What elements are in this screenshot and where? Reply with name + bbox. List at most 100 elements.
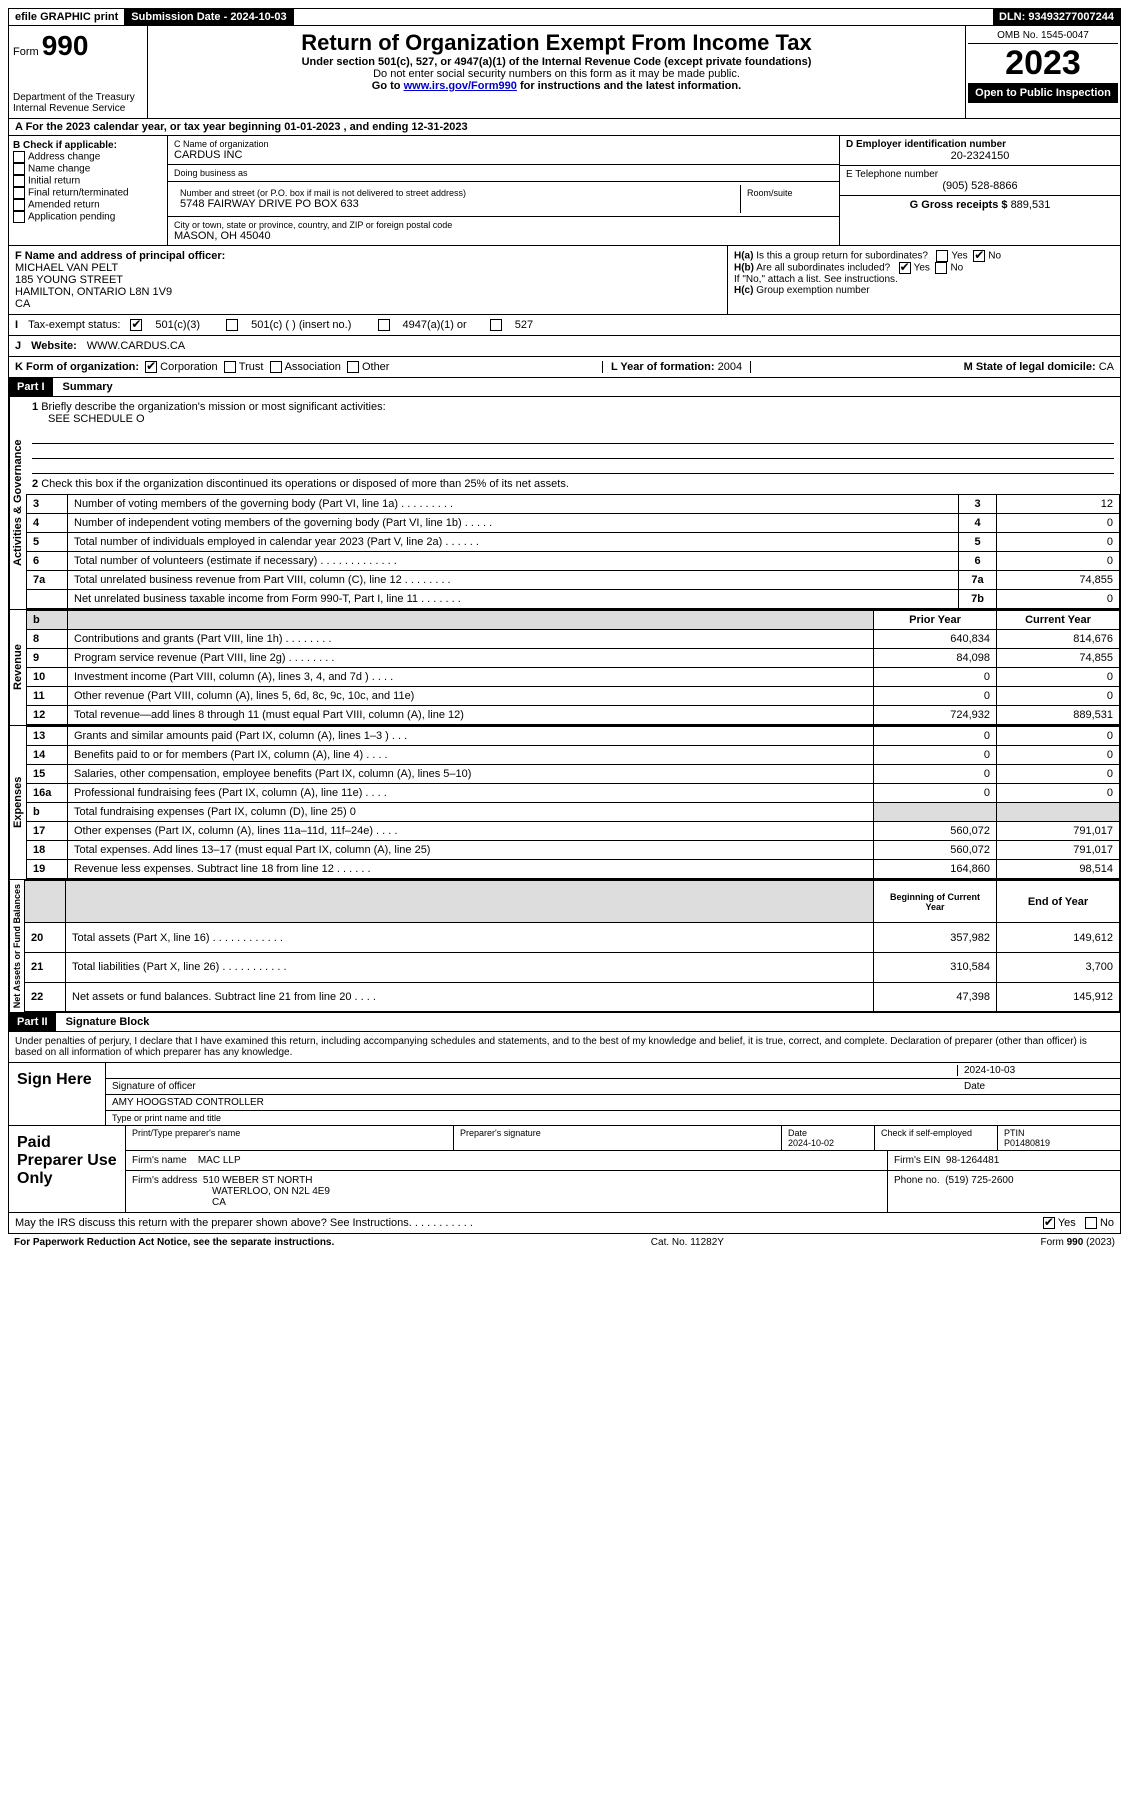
officer-name-title: AMY HOOGSTAD CONTROLLER bbox=[106, 1095, 1120, 1111]
part2-header: Part II bbox=[9, 1013, 56, 1031]
final-return-checkbox[interactable] bbox=[13, 187, 25, 199]
topbar: efile GRAPHIC print Submission Date - 20… bbox=[8, 8, 1121, 26]
501c-checkbox[interactable] bbox=[226, 319, 238, 331]
table-row: 11Other revenue (Part VIII, column (A), … bbox=[27, 687, 1120, 706]
revenue-table: bPrior YearCurrent Year8Contributions an… bbox=[26, 610, 1120, 725]
discuss-yes-checkbox[interactable] bbox=[1043, 1217, 1055, 1229]
officer-label: F Name and address of principal officer: bbox=[15, 250, 721, 262]
side-governance: Activities & Governance bbox=[9, 397, 26, 609]
tax-status-text: Tax-exempt status: bbox=[28, 319, 120, 331]
527-checkbox[interactable] bbox=[490, 319, 502, 331]
net-assets-table: Beginning of Current YearEnd of Year20To… bbox=[24, 880, 1120, 1012]
table-row: 20Total assets (Part X, line 16) . . . .… bbox=[25, 923, 1120, 953]
part2-title: Signature Block bbox=[56, 1016, 150, 1028]
footer: For Paperwork Reduction Act Notice, see … bbox=[8, 1234, 1121, 1251]
name-change-checkbox[interactable] bbox=[13, 163, 25, 175]
ha-label: H(a) bbox=[734, 251, 753, 262]
ptin-label: PTIN bbox=[1004, 1128, 1025, 1138]
phone-value: (905) 528-8866 bbox=[846, 180, 1114, 192]
table-row: 13Grants and similar amounts paid (Part … bbox=[27, 727, 1120, 746]
line1-label: 1 bbox=[32, 401, 38, 413]
table-row: 22Net assets or fund balances. Subtract … bbox=[25, 982, 1120, 1012]
tax-year: 2023 bbox=[968, 44, 1118, 83]
table-row: 6Total number of volunteers (estimate if… bbox=[27, 552, 1120, 571]
table-row: Net unrelated business taxable income fr… bbox=[27, 590, 1120, 609]
cat-no: Cat. No. 11282Y bbox=[651, 1237, 724, 1248]
side-net: Net Assets or Fund Balances bbox=[9, 880, 24, 1012]
table-row: 18Total expenses. Add lines 13–17 (must … bbox=[27, 841, 1120, 860]
501c3-checkbox[interactable] bbox=[130, 319, 142, 331]
ha-no-checkbox[interactable] bbox=[973, 250, 985, 262]
city: MASON, OH 45040 bbox=[174, 230, 833, 242]
prep-sig-label: Preparer's signature bbox=[454, 1126, 782, 1150]
trust-checkbox[interactable] bbox=[224, 361, 236, 373]
hb-note: If "No," attach a list. See instructions… bbox=[734, 274, 1114, 285]
penalties-text: Under penalties of perjury, I declare th… bbox=[8, 1032, 1121, 1063]
dept: Department of the Treasury bbox=[13, 92, 143, 103]
app-pending-checkbox[interactable] bbox=[13, 211, 25, 223]
firm-addr1: 510 WEBER ST NORTH bbox=[203, 1175, 313, 1186]
goto-link[interactable]: www.irs.gov/Form990 bbox=[404, 80, 517, 92]
k-label: K Form of organization: bbox=[15, 361, 139, 373]
sign-here-label: Sign Here bbox=[9, 1063, 106, 1125]
discuss-row: May the IRS discuss this return with the… bbox=[8, 1213, 1121, 1234]
ptin-value: P01480819 bbox=[1004, 1138, 1050, 1148]
korg-row: K Form of organization: Corporation Trus… bbox=[8, 357, 1121, 378]
other-checkbox[interactable] bbox=[347, 361, 359, 373]
firm-addr-label: Firm's address bbox=[132, 1175, 197, 1186]
website-value: WWW.CARDUS.CA bbox=[87, 340, 185, 352]
org-name-label: C Name of organization bbox=[174, 139, 833, 149]
hb-yes-checkbox[interactable] bbox=[899, 262, 911, 274]
i-label: I bbox=[15, 319, 18, 331]
gross-value: 889,531 bbox=[1011, 199, 1051, 211]
hb-no-checkbox[interactable] bbox=[935, 262, 947, 274]
efile-label: efile GRAPHIC print bbox=[9, 9, 125, 25]
firm-name: MAC LLP bbox=[198, 1155, 241, 1166]
officer-country: CA bbox=[15, 298, 721, 310]
paid-preparer-block: Paid Preparer Use Only Print/Type prepar… bbox=[8, 1126, 1121, 1213]
street-label: Number and street (or P.O. box if mail i… bbox=[180, 188, 734, 198]
hc-text: Group exemption number bbox=[756, 285, 869, 296]
form-header: Form 990 Department of the Treasury Inte… bbox=[8, 26, 1121, 119]
line2-text: Check this box if the organization disco… bbox=[41, 478, 569, 490]
goto-rest: for instructions and the latest informat… bbox=[520, 80, 741, 92]
side-expenses: Expenses bbox=[9, 726, 26, 879]
website-label: Website: bbox=[31, 340, 77, 352]
ein-label: D Employer identification number bbox=[846, 139, 1114, 150]
section-a: A For the 2023 calendar year, or tax yea… bbox=[8, 119, 1121, 136]
firm-phone-label: Phone no. bbox=[894, 1175, 940, 1186]
table-row: 15Salaries, other compensation, employee… bbox=[27, 765, 1120, 784]
addr-change-checkbox[interactable] bbox=[13, 151, 25, 163]
table-row: 5Total number of individuals employed in… bbox=[27, 533, 1120, 552]
corp-checkbox[interactable] bbox=[145, 361, 157, 373]
firm-ein: 98-1264481 bbox=[946, 1155, 999, 1166]
amended-return-checkbox[interactable] bbox=[13, 199, 25, 211]
sig-date-label: Date bbox=[958, 1081, 1114, 1092]
assoc-checkbox[interactable] bbox=[270, 361, 282, 373]
table-row: 3Number of voting members of the governi… bbox=[27, 495, 1120, 514]
room-label: Room/suite bbox=[747, 188, 827, 198]
form-number: 990 bbox=[42, 30, 89, 61]
4947-checkbox[interactable] bbox=[378, 319, 390, 331]
print-name-label: Print/Type preparer's name bbox=[126, 1126, 454, 1150]
check-self: Check if self-employed bbox=[875, 1126, 998, 1150]
m-value: CA bbox=[1099, 361, 1114, 373]
discuss-no-checkbox[interactable] bbox=[1085, 1217, 1097, 1229]
firm-ein-label: Firm's EIN bbox=[894, 1155, 940, 1166]
officer-street: 185 YOUNG STREET bbox=[15, 274, 721, 286]
goto-label: Go to bbox=[372, 80, 401, 92]
sig-date: 2024-10-03 bbox=[957, 1065, 1114, 1076]
table-row: 17Other expenses (Part IX, column (A), l… bbox=[27, 822, 1120, 841]
irs: Internal Revenue Service bbox=[13, 103, 143, 114]
part2-header-row: Part II Signature Block bbox=[8, 1013, 1121, 1032]
sign-here-block: Sign Here 2024-10-03 Signature of office… bbox=[8, 1063, 1121, 1126]
table-row: 9Program service revenue (Part VIII, lin… bbox=[27, 649, 1120, 668]
side-revenue: Revenue bbox=[9, 610, 26, 725]
website-row: J Website: WWW.CARDUS.CA bbox=[8, 336, 1121, 357]
table-row: 10Investment income (Part VIII, column (… bbox=[27, 668, 1120, 687]
l-label: L Year of formation: bbox=[611, 361, 715, 373]
ha-yes-checkbox[interactable] bbox=[936, 250, 948, 262]
subtitle: Under section 501(c), 527, or 4947(a)(1)… bbox=[152, 56, 961, 68]
table-row: 7aTotal unrelated business revenue from … bbox=[27, 571, 1120, 590]
initial-return-checkbox[interactable] bbox=[13, 175, 25, 187]
